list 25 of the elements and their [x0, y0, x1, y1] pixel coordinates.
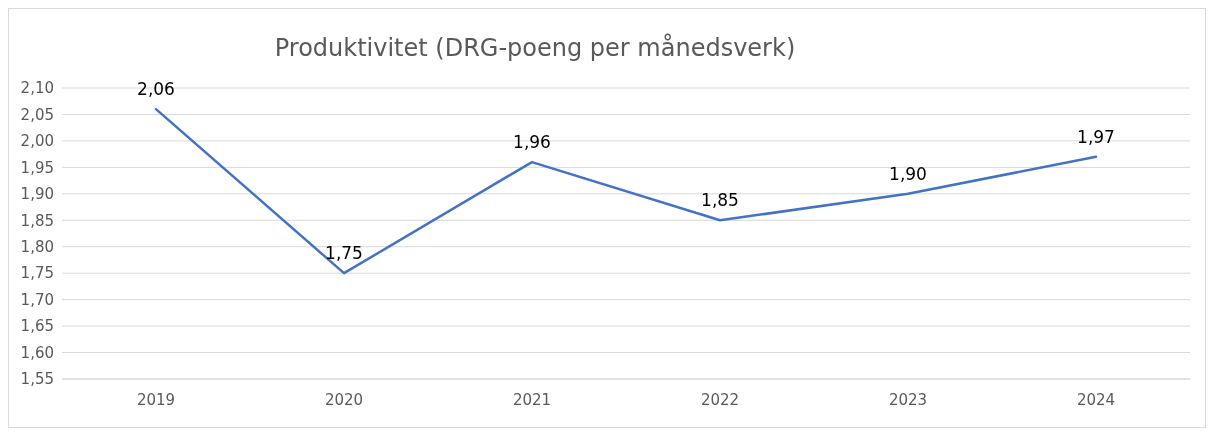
y-tick-label: 2,05	[20, 105, 54, 124]
data-label: 1,75	[325, 243, 363, 264]
y-tick-label: 1,95	[20, 158, 54, 177]
y-tick-label: 2,00	[20, 132, 54, 151]
y-tick-label: 1,60	[20, 343, 54, 362]
x-tick-label: 2020	[324, 391, 364, 409]
x-tick-label: 2021	[512, 391, 552, 409]
y-tick-label: 1,80	[20, 237, 54, 256]
data-label: 2,06	[137, 79, 175, 100]
y-tick-label: 1,85	[20, 211, 54, 230]
x-tick-label: 2019	[136, 391, 176, 409]
y-tick-label: 1,75	[20, 264, 54, 283]
data-label: 1,90	[889, 163, 927, 184]
x-tick-label: 2023	[888, 391, 928, 409]
data-label: 1,85	[701, 190, 739, 211]
x-tick-label: 2022	[700, 391, 740, 409]
x-tick-label: 2024	[1076, 391, 1116, 409]
y-tick-label: 1,65	[20, 317, 54, 336]
data-label: 1,96	[513, 132, 551, 153]
y-tick-label: 1,55	[20, 370, 54, 389]
y-tick-label: 2,10	[20, 79, 54, 98]
y-tick-label: 1,90	[20, 185, 54, 204]
y-tick-label: 1,70	[20, 290, 54, 309]
data-label: 1,97	[1077, 126, 1115, 147]
chart-title: Produktivitet (DRG-poeng per månedsverk)	[274, 33, 796, 62]
